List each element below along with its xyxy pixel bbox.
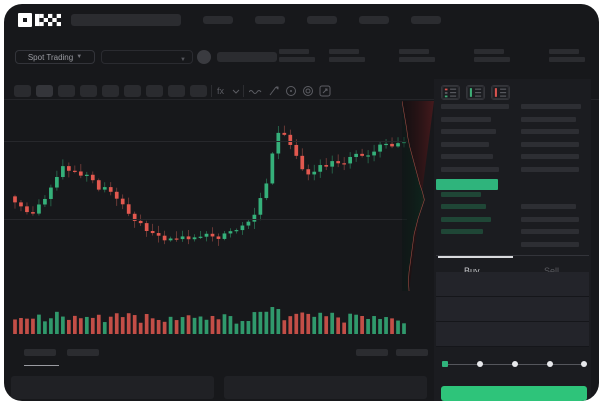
svg-text:fx: fx [217,86,225,96]
